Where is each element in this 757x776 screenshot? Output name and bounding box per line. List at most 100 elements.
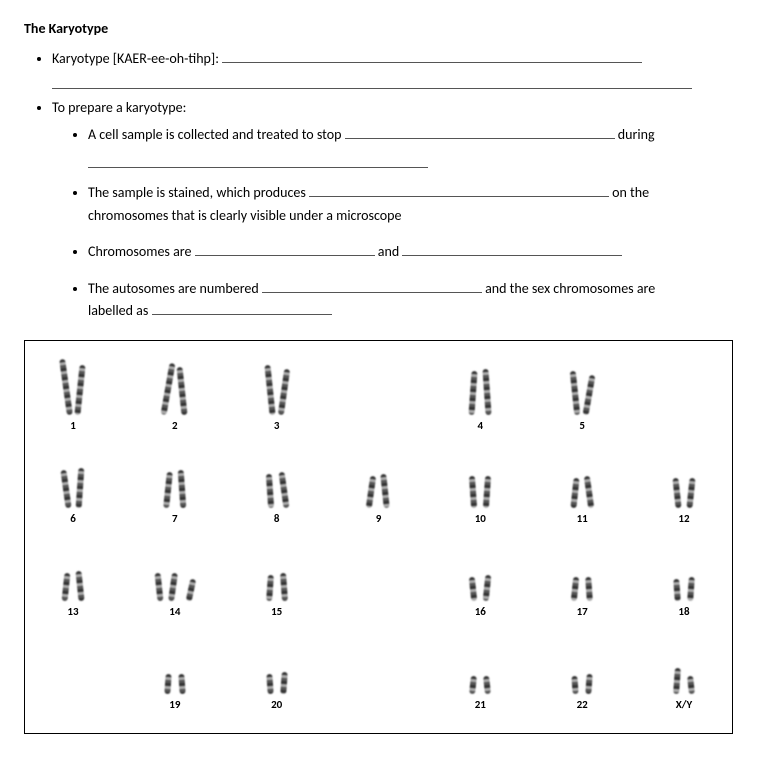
blank-line — [195, 242, 375, 256]
chromatid — [483, 676, 491, 695]
chrom-cell-11: 11 — [552, 450, 612, 525]
chromatid — [265, 474, 273, 508]
chrom-label: 20 — [247, 698, 307, 711]
chromatid — [160, 363, 175, 415]
chrom-cell-17: 17 — [552, 543, 612, 618]
sub-chrom-are: Chromosomes are and — [88, 241, 733, 263]
chromatid — [673, 668, 681, 694]
main-list: Karyotype [KAER-ee-oh-tihp]: To prepare … — [52, 49, 733, 322]
chrom-label: 1 — [43, 419, 103, 432]
page-title: The Karyotype — [24, 20, 733, 37]
chromatid — [585, 577, 593, 601]
chromosome-pair — [552, 543, 612, 601]
chromatid — [585, 674, 592, 694]
chromatid — [366, 476, 376, 509]
text: Chromosomes are — [88, 243, 191, 260]
chromatid — [264, 365, 275, 415]
karyo-row: 6 7 8 9 10 11 12 — [43, 450, 714, 525]
chromatid — [164, 674, 171, 694]
chrom-cell-21: 21 — [450, 636, 510, 711]
chromatid — [483, 476, 491, 508]
chrom-label: 14 — [145, 605, 205, 618]
text: and the sex chromosomes are — [485, 280, 655, 297]
sub-list: A cell sample is collected and treated t… — [88, 124, 733, 322]
chromatid — [178, 470, 187, 508]
chromatid — [672, 478, 681, 508]
chrom-label: X/Y — [654, 698, 714, 711]
blank-line — [222, 49, 642, 63]
chromosome-pair — [247, 636, 307, 694]
chrom-cell-13: 13 — [43, 543, 103, 618]
chromosome-pair — [145, 543, 205, 601]
text: on the — [612, 184, 649, 201]
chrom-cell-12: 12 — [654, 450, 714, 525]
blank-line — [152, 301, 332, 315]
chromatid — [186, 579, 196, 602]
chrom-cell-8: 8 — [247, 450, 307, 525]
chrom-label: 3 — [247, 419, 307, 432]
chromatid — [176, 367, 187, 415]
text: A cell sample is collected and treated t… — [88, 126, 341, 143]
chromosome-pair — [654, 450, 714, 508]
chrom-cell-18: 18 — [654, 543, 714, 618]
chromatid — [381, 474, 391, 508]
chromatid — [154, 573, 163, 601]
sub-autosomes: The autosomes are numbered and the sex c… — [88, 278, 733, 323]
text: Karyotype [KAER-ee-oh-tihp]: — [52, 50, 219, 67]
chromosome-pair — [450, 357, 510, 415]
bullet-karyotype-def: Karyotype [KAER-ee-oh-tihp]: — [52, 49, 733, 89]
chrom-label: 10 — [450, 512, 510, 525]
chromosome-pair — [348, 450, 408, 508]
text: The autosomes are numbered — [88, 280, 259, 297]
chrom-cell-19: 19 — [145, 636, 205, 711]
chrom-label: 13 — [43, 605, 103, 618]
blank-line — [88, 154, 428, 168]
chromosome-pair — [145, 357, 205, 415]
text: and — [378, 243, 399, 260]
blank-line — [262, 279, 482, 293]
chromatid — [178, 674, 185, 694]
chromatid — [62, 573, 71, 601]
chromatid — [74, 365, 85, 415]
chrom-cell-5: 5 — [552, 357, 612, 432]
chromatid — [570, 371, 581, 415]
chromosome-pair — [450, 543, 510, 601]
chromatid — [469, 476, 477, 508]
karyo-row: 19 20 21 22 X/Y — [43, 636, 714, 711]
chrom-cell-7: 7 — [145, 450, 205, 525]
chromosome-pair — [450, 636, 510, 694]
chromatid — [60, 470, 71, 508]
chromatid — [571, 478, 580, 508]
chromatid — [584, 476, 594, 509]
chrom-cell-1: 1 — [43, 357, 103, 432]
chrom-cell-6: 6 — [43, 450, 103, 525]
chromatid — [687, 577, 695, 601]
chrom-cell-X-Y: X/Y — [654, 636, 714, 711]
chrom-cell-2: 2 — [145, 357, 205, 432]
blank-line — [52, 75, 692, 89]
chrom-label: 5 — [552, 419, 612, 432]
chromatid — [278, 472, 289, 508]
chromosome-pair — [247, 357, 307, 415]
chromosome-pair — [552, 636, 612, 694]
chromatid — [76, 468, 85, 508]
chrom-cell-22: 22 — [552, 636, 612, 711]
chromatid — [571, 577, 579, 601]
sub-stained: The sample is stained, which produces on… — [88, 182, 733, 227]
chromatid — [280, 672, 288, 694]
chrom-label: 7 — [145, 512, 205, 525]
chromatid — [277, 369, 289, 415]
chrom-cell-4: 4 — [450, 357, 510, 432]
chrom-label: 9 — [348, 512, 408, 525]
text: To prepare a karyotype: — [52, 99, 186, 116]
chromosome-pair — [247, 543, 307, 601]
chromosome-pair — [450, 450, 510, 508]
chrom-label: 18 — [654, 605, 714, 618]
chromatid — [266, 674, 273, 694]
chrom-cell-10: 10 — [450, 450, 510, 525]
chromatid — [686, 478, 695, 508]
chromatid — [673, 579, 681, 601]
bullet-prepare: To prepare a karyotype: A cell sample is… — [52, 99, 733, 322]
chrom-label: 2 — [145, 419, 205, 432]
chrom-cell-16: 16 — [450, 543, 510, 618]
